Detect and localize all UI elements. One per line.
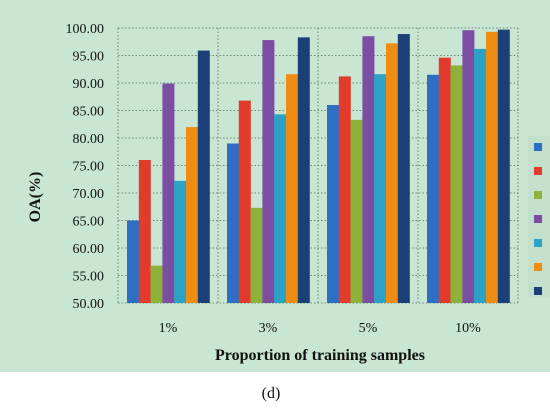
y-tick-label: 75.00	[73, 160, 105, 175]
y-tick-label: 95.00	[73, 50, 105, 65]
x-tick-labels: 1% 3% 5% 10%	[159, 321, 482, 336]
legend-swatch-4	[534, 215, 542, 223]
legend-swatch-1	[534, 143, 542, 151]
y-tick-labels: 50.00 55.00 60.00 65.00 70.00 75.00 80.00 85.00…	[66, 22, 105, 312]
bar-series-1-5pct	[327, 105, 339, 303]
bar-series-5-10pct	[474, 48, 487, 304]
bars-layer	[127, 29, 510, 304]
legend	[528, 136, 550, 298]
y-tick-label: 85.00	[73, 105, 105, 120]
legend-swatch-7	[534, 287, 542, 295]
y-tick-label: 60.00	[73, 242, 105, 257]
legend-swatch-5	[534, 239, 542, 247]
legend-swatch-6	[534, 263, 542, 271]
bar-series-3-3pct	[250, 207, 263, 303]
bar-series-1-3pct	[227, 143, 239, 303]
bar-series-4-5pct	[362, 36, 375, 303]
x-tick-label: 3%	[259, 321, 278, 336]
bar-series-3-5pct	[350, 119, 363, 303]
panel-label: (d)	[262, 385, 281, 402]
bar-series-7-10pct	[497, 29, 510, 304]
y-axis-title: OA(%)	[27, 172, 44, 223]
bar-series-7-1pct	[197, 50, 210, 303]
y-tick-label: 100.00	[66, 22, 105, 37]
bar-series-2-3pct	[238, 100, 251, 303]
bar-series-1-1pct	[127, 220, 139, 303]
bar-series-2-5pct	[338, 76, 351, 304]
bar-series-2-10pct	[438, 57, 451, 304]
bar-series-6-1pct	[186, 127, 198, 303]
bar-series-5-3pct	[274, 114, 287, 303]
legend-swatch-3	[534, 191, 542, 199]
bar-series-3-10pct	[450, 65, 463, 304]
bar-series-4-10pct	[462, 30, 475, 303]
x-tick-label: 5%	[359, 321, 378, 336]
bar-series-2-1pct	[138, 160, 151, 303]
x-tick-label: 10%	[455, 321, 481, 336]
x-tick-label: 1%	[159, 321, 178, 336]
y-tick-label: 80.00	[73, 132, 105, 147]
y-tick-label: 70.00	[73, 187, 105, 202]
y-tick-label: 55.00	[73, 270, 105, 285]
bar-series-7-3pct	[297, 37, 310, 303]
bar-series-1-10pct	[427, 74, 439, 303]
y-tick-label: 65.00	[73, 215, 105, 230]
y-tick-label: 50.00	[73, 297, 105, 312]
bar-series-5-1pct	[174, 180, 187, 303]
bar-series-4-3pct	[262, 40, 275, 303]
bar-series-4-1pct	[162, 83, 175, 303]
bar-series-7-5pct	[397, 34, 410, 304]
y-tick-label: 90.00	[73, 77, 105, 92]
bar-series-6-10pct	[486, 31, 498, 303]
bar-series-3-1pct	[150, 265, 163, 303]
legend-swatch-2	[534, 167, 542, 175]
x-axis-title: Proportion of training samples	[215, 347, 425, 364]
bar-series-6-3pct	[286, 74, 298, 303]
bar-series-6-5pct	[386, 43, 398, 304]
bar-series-5-5pct	[374, 74, 387, 303]
